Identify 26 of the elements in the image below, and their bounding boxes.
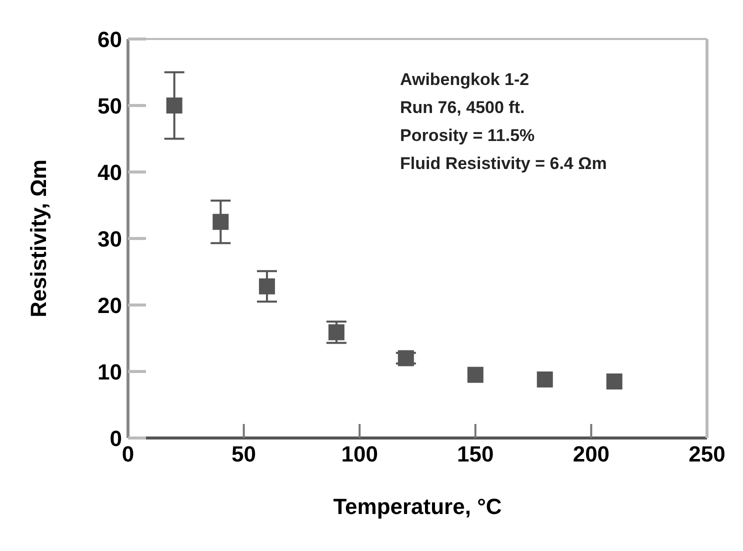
- y-tick-label: 0: [110, 426, 122, 451]
- annotation: Awibengkok 1-2: [400, 69, 530, 91]
- point: [166, 98, 182, 114]
- y-tick-label: 10: [98, 359, 122, 384]
- point: [398, 350, 414, 366]
- x-tick-label: 200: [572, 442, 610, 467]
- annotation: Porosity = 11.5%: [400, 125, 536, 147]
- point: [467, 366, 484, 383]
- x-tick-label: 150: [457, 442, 494, 467]
- annotation: Fluid Resistivity = 6.4 Ωm: [400, 153, 607, 175]
- point: [606, 373, 622, 390]
- point: [212, 214, 229, 230]
- x-tick-label: 100: [341, 442, 378, 467]
- x-axis-title: Temperature, °C: [333, 494, 502, 519]
- x-tick-label: 50: [232, 442, 256, 467]
- point: [536, 371, 553, 388]
- point: [328, 324, 344, 340]
- x-tick-label: 250: [688, 442, 726, 467]
- point: [258, 278, 275, 294]
- annotation: Run 76, 4500 ft.: [400, 97, 526, 119]
- y-tick-label: 40: [98, 160, 122, 185]
- y-tick-label: 20: [98, 292, 122, 318]
- y-tick-label: 30: [98, 226, 122, 252]
- y-tick-label: 60: [98, 26, 122, 52]
- y-tick-label: 50: [98, 93, 122, 118]
- y-axis-title: Resistivity, Ωm: [26, 160, 51, 318]
